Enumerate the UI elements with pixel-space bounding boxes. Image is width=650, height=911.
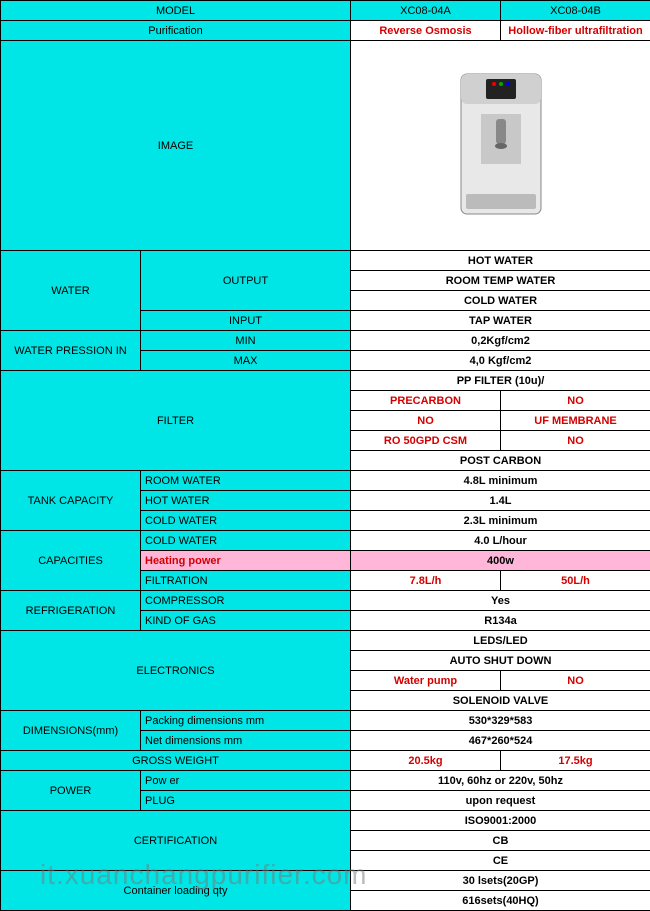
tank-hot-label: HOT WATER [141, 491, 351, 511]
model-b: XC08-04B [501, 1, 650, 21]
electronics-label: ELECTRONICS [1, 631, 351, 711]
dim-label: DIMENSIONS(mm) [1, 711, 141, 751]
compressor-label: COMPRESSOR [141, 591, 351, 611]
tank-room-value: 4.8L minimum [351, 471, 650, 491]
filtration-label: FILTRATION [141, 571, 351, 591]
power-sub-label: Pow er [141, 771, 351, 791]
tank-room-label: ROOM WATER [141, 471, 351, 491]
tank-cold-value: 2.3L minimum [351, 511, 650, 531]
net-value: 467*260*524 [351, 731, 650, 751]
cert-label: CERTIFICATION [1, 811, 351, 871]
weight-label: GROSS WEIGHT [1, 751, 351, 771]
cert-iso: ISO9001:2000 [351, 811, 650, 831]
filtration-b: 50L/h [501, 571, 650, 591]
elec-auto: AUTO SHUT DOWN [351, 651, 650, 671]
tank-cold-label: COLD WATER [141, 511, 351, 531]
filter-post: POST CARBON [351, 451, 650, 471]
elec-no: NO [501, 671, 650, 691]
heating-value: 400w [351, 551, 650, 571]
plug-value: upon request [351, 791, 650, 811]
cert-cb: CB [351, 831, 650, 851]
min-label: MIN [141, 331, 351, 351]
spec-table: MODEL XC08-04A XC08-04B Purification Rev… [0, 0, 650, 911]
power-label: POWER [1, 771, 141, 811]
max-value: 4,0 Kgf/cm2 [351, 351, 650, 371]
filtration-a: 7.8L/h [351, 571, 501, 591]
water-dispenser-image [446, 64, 556, 224]
filter-label: FILTER [1, 371, 351, 471]
filter-uf: UF MEMBRANE [501, 411, 650, 431]
compressor-value: Yes [351, 591, 650, 611]
elec-leds: LEDS/LED [351, 631, 650, 651]
loading-20gp: 30 lsets(20GP) [351, 871, 650, 891]
elec-pump: Water pump [351, 671, 501, 691]
net-label: Net dimensions mm [141, 731, 351, 751]
pressure-label: WATER PRESSION IN [1, 331, 141, 371]
filter-no-3: NO [501, 431, 650, 451]
output-room: ROOM TEMP WATER [351, 271, 650, 291]
output-label: OUTPUT [141, 251, 351, 311]
max-label: MAX [141, 351, 351, 371]
packing-value: 530*329*583 [351, 711, 650, 731]
refrig-label: REFRIGERATION [1, 591, 141, 631]
gas-value: R134a [351, 611, 650, 631]
purification-b: Hollow-fiber ultrafiltration [501, 21, 650, 41]
output-hot: HOT WATER [351, 251, 650, 271]
model-a: XC08-04A [351, 1, 501, 21]
filter-pp: PP FILTER (10u)/ [351, 371, 650, 391]
weight-a: 20.5kg [351, 751, 501, 771]
product-image-cell [351, 41, 650, 251]
gas-label: KIND OF GAS [141, 611, 351, 631]
filter-ro: RO 50GPD CSM [351, 431, 501, 451]
packing-label: Packing dimensions mm [141, 711, 351, 731]
purification-label: Purification [1, 21, 351, 41]
elec-solenoid: SOLENOID VALVE [351, 691, 650, 711]
cert-ce: CE [351, 851, 650, 871]
filter-no-2: NO [351, 411, 501, 431]
input-value: TAP WATER [351, 311, 650, 331]
purification-a: Reverse Osmosis [351, 21, 501, 41]
capacities-label: CAPACITIES [1, 531, 141, 591]
heating-label: Heating power [141, 551, 351, 571]
tank-label: TANK CAPACITY [1, 471, 141, 531]
image-label: IMAGE [1, 41, 351, 251]
power-value: 110v, 60hz or 220v, 50hz [351, 771, 650, 791]
filter-no-1: NO [501, 391, 650, 411]
input-label: INPUT [141, 311, 351, 331]
plug-label: PLUG [141, 791, 351, 811]
filter-precarbon: PRECARBON [351, 391, 501, 411]
min-value: 0,2Kgf/cm2 [351, 331, 650, 351]
loading-label: Container loading qty [1, 871, 351, 911]
cap-cold-label: COLD WATER [141, 531, 351, 551]
water-label: WATER [1, 251, 141, 331]
weight-b: 17.5kg [501, 751, 650, 771]
output-cold: COLD WATER [351, 291, 650, 311]
model-label: MODEL [1, 1, 351, 21]
tank-hot-value: 1.4L [351, 491, 650, 511]
loading-40hq: 616sets(40HQ) [351, 891, 650, 911]
cap-cold-value: 4.0 L/hour [351, 531, 650, 551]
